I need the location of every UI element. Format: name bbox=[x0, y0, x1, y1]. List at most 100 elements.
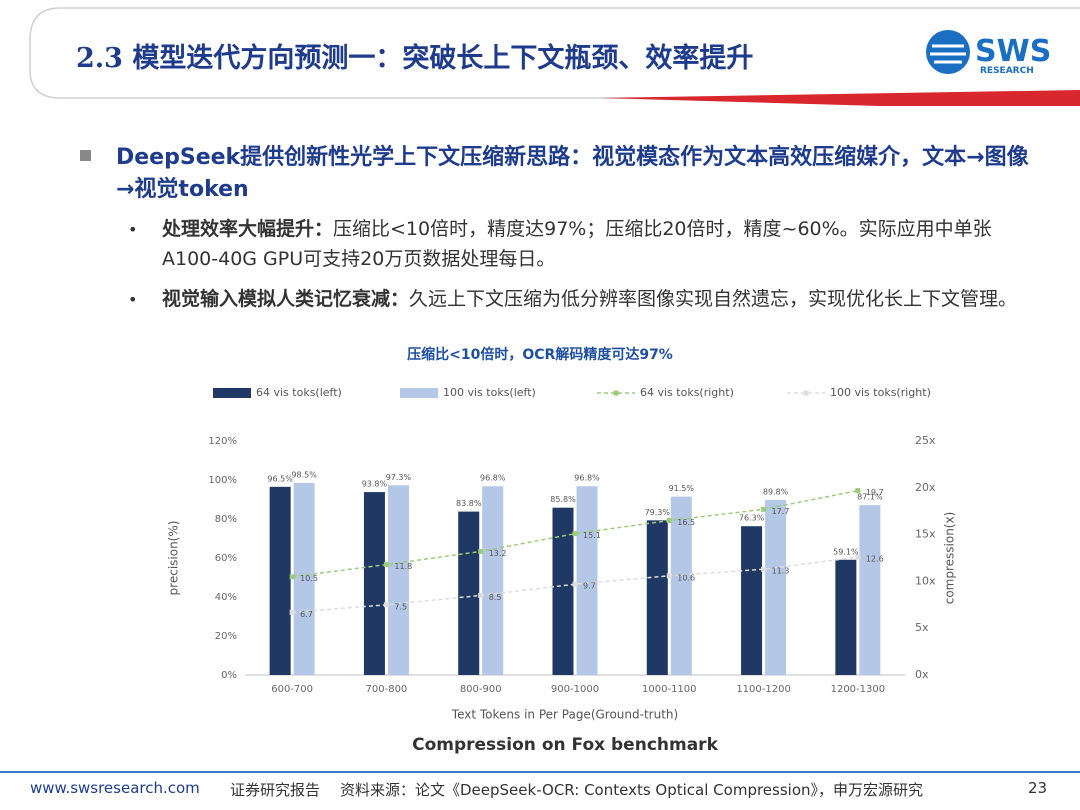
bar bbox=[363, 492, 385, 675]
bar-value-label: 59.1% bbox=[833, 547, 859, 556]
x-tick-label: 1200-1300 bbox=[831, 684, 886, 695]
bar-value-label: 91.5% bbox=[669, 484, 695, 493]
line-value-label: 12.6 bbox=[866, 555, 884, 564]
bar bbox=[293, 482, 315, 675]
bar-value-label: 87.1% bbox=[857, 493, 883, 502]
y2-tick-label: 20x bbox=[915, 481, 936, 494]
line-marker bbox=[478, 548, 484, 554]
bar bbox=[765, 499, 787, 675]
bar bbox=[859, 505, 881, 675]
bar bbox=[646, 520, 668, 675]
line-value-label: 6.7 bbox=[300, 610, 313, 619]
y2-axis-label: compression(x) bbox=[943, 512, 957, 605]
x-tick-label: 800-900 bbox=[460, 684, 502, 695]
bar bbox=[670, 496, 692, 675]
bar-value-label: 96.8% bbox=[574, 474, 600, 483]
sub-bullet: 处理效率大幅提升：压缩比<10倍时，精度达97%；压缩比20倍时，精度~60%。… bbox=[162, 214, 1042, 274]
legend-marker bbox=[803, 390, 809, 396]
line-value-label: 11.8 bbox=[394, 562, 412, 571]
sub-bullet-text: 久远上下文压缩为低分辨率图像实现自然遗忘，实现优化长上下文管理。 bbox=[409, 288, 1018, 310]
y2-tick-label: 10x bbox=[915, 574, 936, 587]
bar-value-label: 89.8% bbox=[763, 487, 789, 496]
y-axis-label: precision(%) bbox=[167, 521, 181, 596]
bar bbox=[387, 485, 409, 675]
chart-caption: 压缩比<10倍时，OCR解码精度可达97% bbox=[407, 347, 673, 363]
legend-label: 64 vis toks(left) bbox=[256, 386, 342, 399]
bar-value-label: 97.3% bbox=[386, 473, 412, 482]
y2-tick-label: 5x bbox=[915, 621, 929, 634]
bullet-dot: • bbox=[128, 290, 138, 309]
bar bbox=[482, 486, 504, 675]
header-frame bbox=[29, 7, 1080, 99]
line-value-label: 17.7 bbox=[772, 507, 790, 516]
legend-label: 64 vis toks(right) bbox=[640, 386, 734, 399]
x-tick-label: 600-700 bbox=[271, 684, 313, 695]
logo-mark bbox=[926, 30, 970, 74]
footer-label: 证券研究报告 bbox=[230, 781, 321, 799]
line-value-label: 16.5 bbox=[677, 518, 695, 527]
legend-label: 100 vis toks(left) bbox=[443, 386, 536, 399]
line-marker bbox=[855, 488, 861, 494]
logo-stripes bbox=[930, 44, 966, 64]
legend-marker bbox=[613, 390, 619, 396]
line-marker bbox=[478, 592, 484, 598]
line-marker bbox=[666, 518, 672, 524]
x-tick-label: 900-1000 bbox=[551, 684, 599, 695]
line-marker bbox=[572, 581, 578, 587]
y-tick-label: 20% bbox=[215, 631, 237, 642]
line-marker bbox=[289, 609, 295, 615]
line-value-label: 11.3 bbox=[772, 567, 790, 576]
legend-swatch bbox=[400, 388, 438, 398]
bullet-square bbox=[80, 150, 91, 161]
sub-bullet-text: 压缩比<10倍时，精度达97%；压缩比20倍时，精度~60%。实际应用中单张A1… bbox=[162, 218, 992, 270]
y2-tick-label: 0x bbox=[915, 668, 929, 681]
y-tick-label: 40% bbox=[215, 592, 237, 603]
line-value-label: 19.7 bbox=[866, 488, 884, 497]
y-tick-label: 60% bbox=[215, 553, 237, 564]
footer-site: www.swsresearch.com bbox=[30, 779, 200, 797]
x-tick-label: 1100-1200 bbox=[736, 684, 791, 695]
bar bbox=[835, 559, 857, 675]
y-tick-label: 0% bbox=[221, 670, 237, 681]
sub-bullet-bold: 处理效率大幅提升： bbox=[162, 218, 334, 240]
main-bullet: DeepSeek提供创新性光学上下文压缩新思路：视觉模态作为文本高效压缩媒介，文… bbox=[116, 145, 1029, 202]
line-value-label: 10.6 bbox=[677, 573, 695, 582]
bar-value-label: 96.8% bbox=[480, 474, 506, 483]
bar bbox=[458, 511, 480, 675]
line-value-label: 7.5 bbox=[394, 602, 407, 611]
bar bbox=[269, 486, 291, 675]
slide-title: 2.3 模型迭代方向预测一：突破长上下文瓶颈、效率提升 bbox=[76, 43, 754, 74]
bar bbox=[741, 526, 763, 675]
logo-text: SWS bbox=[975, 34, 1052, 69]
bar bbox=[576, 486, 598, 675]
line-marker bbox=[855, 554, 861, 560]
y-tick-label: 80% bbox=[215, 514, 237, 525]
x-tick-label: 700-800 bbox=[366, 684, 408, 695]
y-tick-label: 120% bbox=[208, 436, 237, 447]
line-marker bbox=[572, 531, 578, 537]
line-marker bbox=[761, 566, 767, 572]
legend-swatch bbox=[213, 388, 251, 398]
y2-tick-label: 15x bbox=[915, 528, 936, 541]
bar-value-label: 76.3% bbox=[739, 514, 765, 523]
x-tick-label: 1000-1100 bbox=[642, 684, 697, 695]
line-value-label: 10.5 bbox=[300, 574, 318, 583]
line-value-label: 9.7 bbox=[583, 582, 596, 591]
bar bbox=[552, 507, 574, 675]
legend-label: 100 vis toks(right) bbox=[830, 386, 931, 399]
bar-value-label: 96.5% bbox=[267, 474, 293, 483]
line-marker bbox=[383, 602, 389, 608]
line-marker bbox=[383, 562, 389, 568]
line-marker bbox=[761, 506, 767, 512]
sub-bullet-bold: 视觉输入模拟人类记忆衰减： bbox=[162, 288, 410, 310]
sub-bullet: 视觉输入模拟人类记忆衰减：久远上下文压缩为低分辨率图像实现自然遗忘，实现优化长上… bbox=[162, 284, 1042, 314]
footer-source: 资料来源：论文《DeepSeek-OCR: Contexts Optical C… bbox=[340, 781, 924, 799]
header-band bbox=[600, 90, 1080, 106]
logo-subtext: RESEARCH bbox=[980, 66, 1034, 76]
bar-value-label: 85.8% bbox=[550, 495, 576, 504]
line-marker bbox=[666, 573, 672, 579]
x-axis-label: Text Tokens in Per Page(Ground-truth) bbox=[451, 708, 678, 722]
y2-tick-label: 25x bbox=[915, 434, 936, 447]
